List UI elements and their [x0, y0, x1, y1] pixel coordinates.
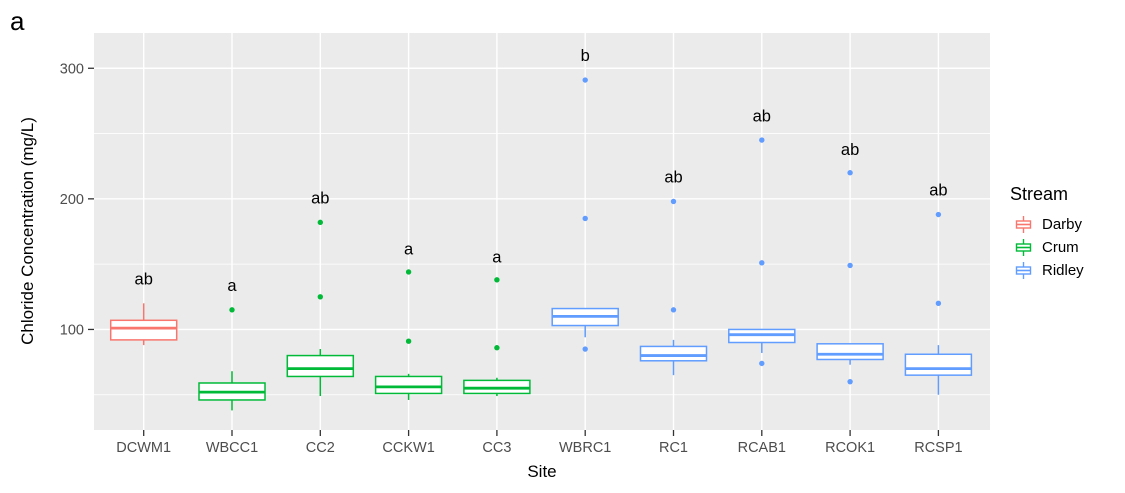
box-RC1 — [639, 345, 708, 362]
outlier-CC3 — [494, 345, 500, 351]
x-tick-label-CC3: CC3 — [482, 440, 511, 456]
x-tick-label-CCKW1: CCKW1 — [382, 440, 434, 456]
x-tick-label-CC2: CC2 — [306, 440, 335, 456]
outlier-CCKW1 — [405, 338, 412, 344]
plot-panel — [94, 33, 990, 430]
legend-entry-darby: Darby — [1008, 213, 1123, 236]
legend: Stream Darby Crum Ridley — [1008, 184, 1123, 282]
sig-label-RC1: ab — [664, 169, 682, 187]
sig-label-WBRC1: b — [581, 47, 590, 65]
outlier-RCAB1 — [759, 260, 765, 266]
sig-label-RCSP1: ab — [929, 182, 947, 200]
box-RCOK1 — [816, 343, 884, 361]
boxplot-key-icon — [1015, 216, 1032, 233]
x-tick-label-RCSP1: RCSP1 — [914, 440, 962, 456]
y-tick-label-300: 300 — [60, 61, 84, 77]
outlier-CCKW1 — [405, 269, 412, 275]
box-CCKW1 — [374, 375, 443, 395]
outlier-RCAB1 — [759, 137, 765, 143]
y-tick-label-100: 100 — [60, 322, 84, 338]
x-tick-label-RCAB1: RCAB1 — [738, 440, 786, 456]
legend-title: Stream — [1010, 184, 1069, 204]
outlier-RCOK1 — [847, 170, 853, 176]
outlier-WBCC1 — [229, 307, 235, 313]
x-axis-title: Site — [527, 462, 557, 481]
outlier-RCOK1 — [847, 378, 853, 385]
outlier-RCOK1 — [847, 262, 853, 269]
sig-label-DCWM1: ab — [135, 271, 153, 289]
sig-label-RCAB1: ab — [753, 107, 771, 125]
sig-label-WBCC1: a — [227, 277, 237, 295]
sig-label-RCOK1: ab — [841, 141, 859, 159]
boxplot-key-icon — [1015, 262, 1032, 279]
outlier-RC1 — [670, 198, 677, 205]
outlier-RCSP1 — [935, 211, 942, 218]
outlier-RCAB1 — [759, 360, 765, 367]
outlier-WBRC1 — [582, 215, 588, 222]
x-tick-label-RC1: RC1 — [659, 440, 688, 456]
sig-label-CC3: a — [492, 248, 502, 266]
y-tick-label-200: 200 — [60, 192, 84, 208]
outlier-RCSP1 — [935, 300, 942, 307]
outlier-CC2 — [317, 219, 323, 226]
sig-label-CCKW1: a — [404, 240, 414, 258]
outlier-RC1 — [670, 307, 677, 313]
boxplot-key-icon — [1015, 239, 1032, 256]
legend-entry-ridley: Ridley — [1008, 259, 1123, 282]
sig-label-CC2: ab — [311, 190, 329, 208]
box-RCSP1 — [904, 353, 973, 376]
x-tick-label-WBRC1: WBRC1 — [559, 440, 611, 456]
legend-label: Crum — [1042, 239, 1079, 256]
legend-entry-crum: Crum — [1008, 236, 1123, 259]
legend-label: Darby — [1042, 216, 1083, 233]
outlier-WBRC1 — [582, 77, 588, 83]
outlier-CC3 — [494, 277, 500, 283]
outlier-WBRC1 — [582, 346, 588, 352]
box-CC2 — [286, 354, 355, 378]
legend-label: Ridley — [1042, 262, 1084, 279]
panel-label: a — [10, 6, 25, 36]
box-DCWM1 — [109, 319, 178, 341]
x-tick-label-DCWM1: DCWM1 — [116, 440, 171, 456]
x-tick-label-RCOK1: RCOK1 — [825, 440, 875, 456]
outlier-CC2 — [317, 294, 323, 300]
x-tick-label-WBCC1: WBCC1 — [206, 440, 258, 456]
